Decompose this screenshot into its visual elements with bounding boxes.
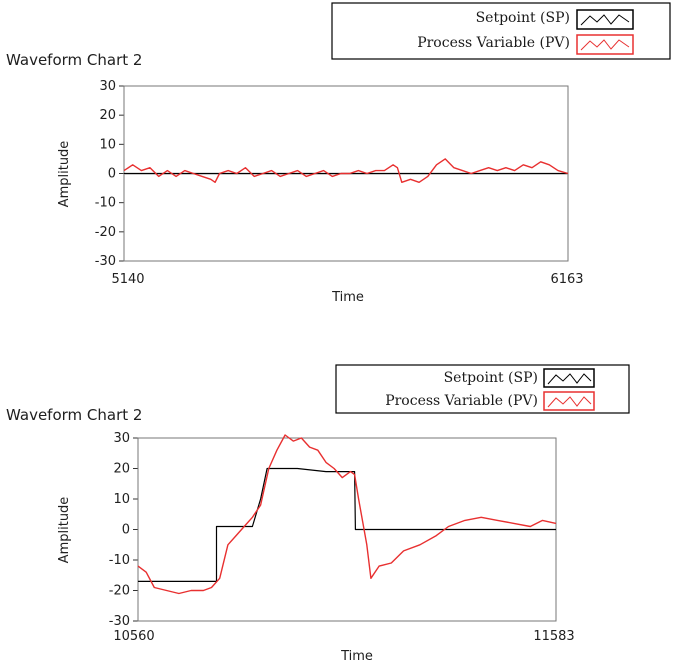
chart-1-y-tick-label: -30 bbox=[95, 254, 116, 269]
chart-2-y-tick-label: 30 bbox=[113, 431, 130, 446]
chart-2-x-axis-label: Time bbox=[340, 649, 373, 664]
legend-2-swatch-pv bbox=[543, 391, 595, 411]
chart-2-series-process-variable-line bbox=[137, 434, 557, 595]
chart-2-series bbox=[137, 434, 557, 595]
chart-2-series-setpoint-line bbox=[138, 467, 556, 583]
chart-1-y-ticks: 30 20 10 0 -10 -20 -30 bbox=[95, 79, 124, 269]
chart-2-title: Waveform Chart 2 bbox=[6, 406, 142, 424]
chart-1-x-tick-max: 6163 bbox=[550, 272, 583, 287]
chart-1-y-tick-label: 10 bbox=[99, 137, 116, 152]
chart-1-x-axis-label: Time bbox=[331, 290, 364, 305]
chart-1-y-tick-label: -10 bbox=[95, 196, 116, 211]
legend-1-label-sp: Setpoint (SP) bbox=[476, 10, 570, 26]
chart-1-y-axis-label: Amplitude bbox=[57, 141, 72, 208]
legend-1: Setpoint (SP) Process Variable (PV) bbox=[331, 2, 671, 60]
chart-1-series-process-variable-line bbox=[123, 158, 569, 184]
legend-2-label-pv: Process Variable (PV) bbox=[385, 393, 538, 409]
chart-2-y-ticks: 30 20 10 0 -10 -20 -30 bbox=[109, 431, 138, 629]
chart-1-y-tick-label: 0 bbox=[108, 167, 116, 182]
legend-1-swatch-pv-line bbox=[580, 39, 630, 51]
chart-2-y-tick-label: 20 bbox=[113, 462, 130, 477]
legend-1-label-pv: Process Variable (PV) bbox=[417, 35, 570, 51]
chart-2-y-tick-label: 10 bbox=[113, 492, 130, 507]
chart-1-x-tick-min: 5140 bbox=[111, 272, 144, 287]
legend-2: Setpoint (SP) Process Variable (PV) bbox=[335, 364, 630, 414]
chart-1-series bbox=[123, 158, 569, 184]
chart-2-y-tick-label: -10 bbox=[109, 553, 130, 568]
chart-1-title: Waveform Chart 2 bbox=[6, 51, 142, 69]
chart-2-y-tick-label: -30 bbox=[109, 614, 130, 629]
chart-2-y-axis-label: Amplitude bbox=[57, 497, 72, 564]
chart-2-x-tick-min: 10560 bbox=[113, 629, 154, 644]
chart-2-y-tick-label: -20 bbox=[109, 584, 130, 599]
chart-2-y-tick-label: 0 bbox=[122, 523, 130, 538]
chart-2-x-tick-max: 11583 bbox=[533, 629, 574, 644]
legend-2-label-sp: Setpoint (SP) bbox=[444, 370, 538, 386]
legend-2-swatch-sp bbox=[543, 368, 595, 388]
chart-1-y-tick-label: 30 bbox=[99, 79, 116, 94]
legend-2-swatch-sp-line bbox=[547, 373, 592, 385]
legend-1-swatch-sp-line bbox=[580, 14, 630, 26]
chart-1-y-tick-label: -20 bbox=[95, 225, 116, 240]
chart-1: Setpoint (SP) Process Variable (PV) Wave… bbox=[6, 2, 671, 305]
chart-1-y-tick-label: 20 bbox=[99, 108, 116, 123]
legend-2-swatch-pv-line bbox=[547, 396, 592, 408]
chart-2: Setpoint (SP) Process Variable (PV) Wave… bbox=[6, 364, 630, 664]
